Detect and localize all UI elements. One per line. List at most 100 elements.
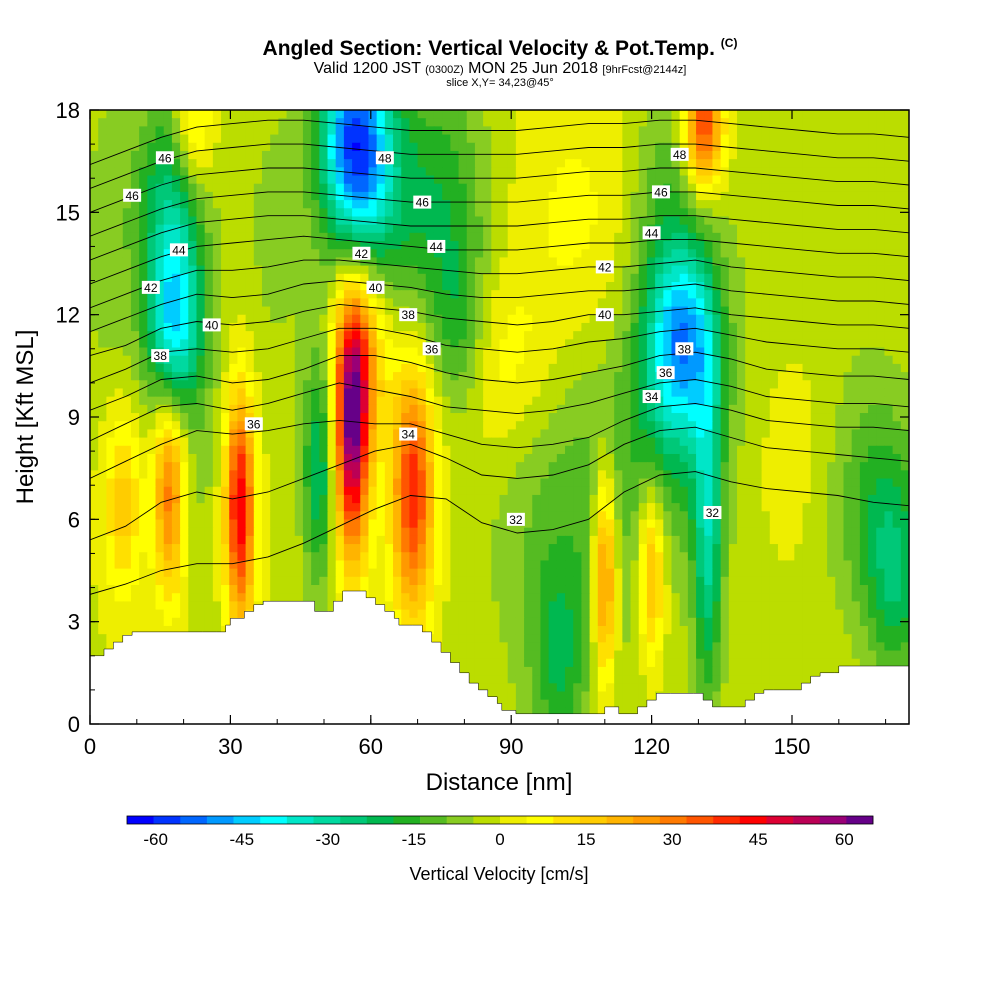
velocity-cell bbox=[687, 118, 697, 127]
velocity-cell bbox=[868, 478, 877, 488]
velocity-cell bbox=[245, 142, 255, 152]
velocity-cell bbox=[769, 134, 779, 144]
velocity-cell bbox=[327, 388, 337, 398]
velocity-cell bbox=[401, 167, 411, 177]
velocity-cell bbox=[597, 232, 607, 242]
velocity-cell bbox=[589, 388, 599, 398]
velocity-cell bbox=[278, 208, 288, 218]
velocity-cell bbox=[737, 159, 746, 168]
velocity-cell bbox=[261, 175, 271, 185]
velocity-cell bbox=[573, 445, 582, 455]
velocity-cell bbox=[155, 142, 165, 152]
velocity-cell bbox=[98, 241, 107, 250]
velocity-cell bbox=[745, 159, 754, 168]
velocity-cell bbox=[196, 110, 206, 119]
velocity-cell bbox=[900, 159, 909, 168]
velocity-cell bbox=[188, 445, 198, 455]
velocity-cell bbox=[90, 110, 99, 119]
velocity-cell bbox=[630, 445, 640, 455]
velocity-cell bbox=[540, 421, 550, 431]
velocity-cell bbox=[278, 265, 288, 275]
velocity-cell bbox=[728, 372, 738, 381]
velocity-cell bbox=[491, 372, 501, 381]
velocity-cell bbox=[368, 314, 378, 324]
velocity-cell bbox=[450, 380, 460, 390]
velocity-cell bbox=[352, 159, 361, 168]
velocity-cell bbox=[474, 224, 484, 234]
velocity-cell bbox=[352, 363, 361, 373]
velocity-cell bbox=[810, 347, 820, 357]
velocity-cell bbox=[376, 118, 386, 127]
velocity-cell bbox=[573, 175, 582, 185]
velocity-cell bbox=[483, 453, 492, 463]
velocity-cell bbox=[212, 486, 222, 496]
velocity-cell bbox=[499, 183, 509, 193]
velocity-cell bbox=[302, 372, 312, 381]
velocity-cell bbox=[139, 404, 148, 414]
velocity-cell bbox=[614, 191, 623, 201]
velocity-cell bbox=[827, 404, 836, 414]
velocity-cell bbox=[777, 281, 787, 291]
velocity-cell bbox=[188, 421, 198, 431]
velocity-cell bbox=[229, 503, 239, 512]
velocity-cell bbox=[245, 290, 255, 299]
velocity-cell bbox=[696, 486, 705, 496]
velocity-cell bbox=[868, 257, 877, 267]
velocity-cell bbox=[196, 478, 206, 488]
velocity-cell bbox=[622, 511, 632, 521]
velocity-cell bbox=[515, 429, 525, 439]
velocity-cell bbox=[188, 388, 198, 398]
velocity-cell bbox=[450, 437, 460, 447]
velocity-cell bbox=[114, 339, 124, 349]
velocity-cell bbox=[745, 413, 754, 422]
velocity-cell bbox=[442, 322, 451, 332]
velocity-cell bbox=[802, 159, 812, 168]
velocity-cell bbox=[720, 175, 730, 185]
velocity-cell bbox=[859, 126, 869, 136]
velocity-cell bbox=[565, 265, 574, 275]
velocity-cell bbox=[622, 257, 632, 267]
velocity-cell bbox=[368, 134, 378, 144]
velocity-cell bbox=[433, 314, 443, 324]
velocity-cell bbox=[589, 437, 599, 447]
velocity-cell bbox=[876, 175, 886, 185]
velocity-cell bbox=[360, 331, 370, 340]
velocity-cell bbox=[106, 478, 116, 488]
velocity-cell bbox=[573, 216, 582, 226]
velocity-cell bbox=[753, 421, 763, 431]
velocity-cell bbox=[90, 453, 99, 463]
velocity-cell bbox=[540, 437, 550, 447]
velocity-cell bbox=[884, 363, 894, 373]
velocity-cell bbox=[122, 110, 132, 119]
velocity-cell bbox=[868, 437, 877, 447]
velocity-cell bbox=[90, 396, 99, 406]
velocity-cell bbox=[671, 413, 681, 422]
velocity-cell bbox=[409, 355, 419, 365]
velocity-cell bbox=[270, 290, 279, 299]
velocity-cell bbox=[761, 110, 771, 119]
velocity-cell bbox=[474, 183, 484, 193]
velocity-cell bbox=[180, 372, 189, 381]
velocity-cell bbox=[221, 413, 230, 422]
velocity-cell bbox=[827, 159, 836, 168]
velocity-cell bbox=[900, 388, 909, 398]
velocity-cell bbox=[737, 241, 746, 250]
velocity-cell bbox=[401, 142, 411, 152]
velocity-cell bbox=[507, 445, 517, 455]
velocity-cell bbox=[786, 437, 795, 447]
velocity-cell bbox=[638, 462, 648, 471]
velocity-cell bbox=[581, 429, 591, 439]
velocity-cell bbox=[556, 183, 566, 193]
velocity-cell bbox=[139, 339, 148, 349]
velocity-cell bbox=[417, 142, 427, 152]
velocity-cell bbox=[687, 306, 697, 316]
velocity-cell bbox=[376, 175, 386, 185]
velocity-cell bbox=[147, 445, 157, 455]
velocity-cell bbox=[442, 462, 451, 471]
velocity-cell bbox=[352, 429, 361, 439]
velocity-cell bbox=[147, 388, 157, 398]
velocity-cell bbox=[147, 232, 157, 242]
velocity-cell bbox=[687, 363, 697, 373]
velocity-cell bbox=[212, 503, 222, 512]
velocity-cell bbox=[777, 175, 787, 185]
